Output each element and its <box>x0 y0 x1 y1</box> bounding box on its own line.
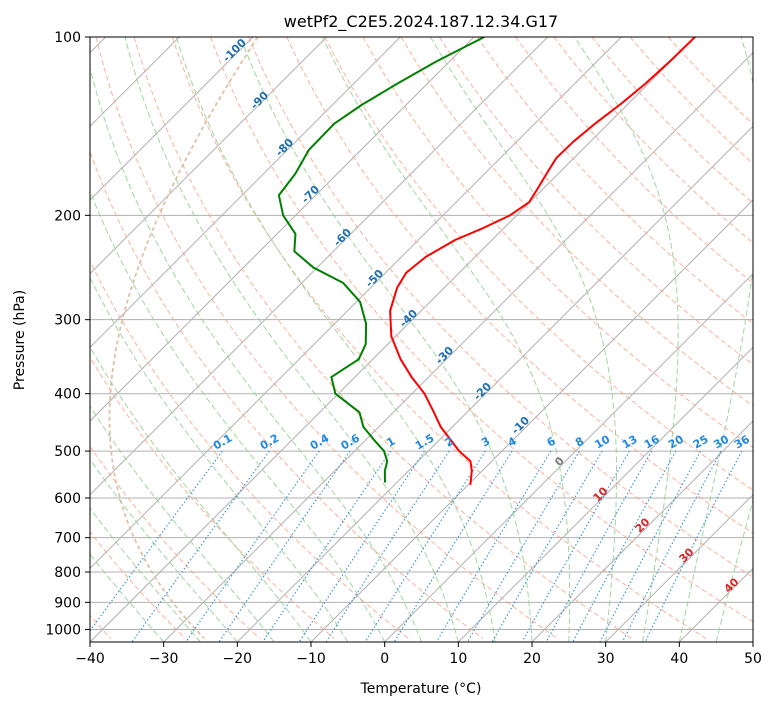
dry-adiabat-line <box>362 37 753 449</box>
isotherm-line <box>90 37 475 422</box>
y-tick-label: 500 <box>54 444 81 460</box>
moist-adiabat-line <box>175 37 496 642</box>
mixing-ratio-line <box>644 450 743 642</box>
x-tick-label: 0 <box>380 651 389 667</box>
plot-background <box>90 37 753 642</box>
dry-adiabat-line <box>95 37 558 639</box>
mixing-ratio-line <box>325 450 450 642</box>
dry-adiabat-line <box>439 37 753 366</box>
dry-adiabat-line <box>210 37 753 623</box>
x-tick-label: −10 <box>296 651 326 667</box>
mixing-ratio-line <box>90 450 223 632</box>
plot-frame <box>89 36 754 643</box>
moist-adiabat-line <box>90 507 201 642</box>
moist-adiabat-line <box>90 553 165 642</box>
moist-adiabat-line <box>124 37 459 642</box>
dry-adiabat-line <box>171 37 707 639</box>
isotherm-line <box>605 493 753 642</box>
y-tick-label: 100 <box>54 30 81 46</box>
isotherm-line <box>90 37 622 570</box>
isotherm-line <box>90 37 549 496</box>
dry-adiabat-line <box>90 445 260 639</box>
mixing-ratio-line <box>218 450 351 642</box>
mixing-ratio-line <box>393 450 513 642</box>
dewpoint-profile-line <box>277 37 485 483</box>
x-tick-label: −40 <box>75 651 105 667</box>
isotherm-line <box>752 641 753 642</box>
dry-adiabat-line <box>90 150 484 639</box>
moist-adiabat-line <box>90 345 312 642</box>
moist-adiabat-line <box>239 37 533 642</box>
moist-adiabat-line <box>90 405 275 642</box>
x-axis-title: Temperature (°C) <box>360 681 482 697</box>
dry-adiabat-line <box>515 37 753 284</box>
dry-adiabat-line <box>400 37 753 407</box>
isotherm-line <box>163 51 753 642</box>
mixing-ratio-line <box>185 450 320 642</box>
y-tick-label: 900 <box>54 595 81 611</box>
dry-adiabat-line <box>90 259 409 639</box>
dry-adiabat-line <box>324 37 753 491</box>
moist-adiabat-line <box>430 37 618 642</box>
x-tick-label: 30 <box>597 651 615 667</box>
mixing-ratio-line <box>262 450 392 642</box>
chart-title: wetPf2_C2E5.2024.187.12.34.G17 <box>284 12 558 32</box>
y-tick-label: 700 <box>54 531 81 547</box>
dry-adiabat-line <box>90 356 335 639</box>
moist-adiabat-line <box>322 37 571 642</box>
isotherm-line <box>90 37 328 275</box>
dry-adiabat-line <box>90 531 186 639</box>
axes: −40 −30 −20 −10 0 10 20 30 40 50 1000 900 800 700 600 5… <box>45 30 762 667</box>
mixing-ratio-line <box>491 450 603 642</box>
x-tick-label: 50 <box>744 651 762 667</box>
y-axis-title: Pressure (hPa) <box>12 290 28 390</box>
isotherm-line <box>531 420 753 642</box>
profile-lines <box>277 37 696 485</box>
isotherm-line <box>90 37 254 201</box>
y-tick-label: 200 <box>54 208 81 224</box>
temperature-profile-line <box>389 37 696 485</box>
y-tick-label: 300 <box>54 313 81 329</box>
y-tick-label: 600 <box>54 491 81 507</box>
x-tick-label: −30 <box>149 651 179 667</box>
mixing-ratio-line <box>364 450 486 642</box>
moist-adiabat-line <box>574 37 679 642</box>
x-tick-label: 10 <box>449 651 467 667</box>
isotherm-line <box>90 37 401 349</box>
y-tick-label: 800 <box>54 565 81 581</box>
x-tick-label: −20 <box>223 651 253 667</box>
moist-adiabat-line <box>90 276 349 642</box>
moist-adiabat-line <box>90 66 422 642</box>
dry-adiabat-line <box>286 37 753 534</box>
dry-adiabat-line <box>553 37 753 244</box>
y-tick-label: 1000 <box>45 622 81 638</box>
background-lines <box>90 37 753 642</box>
isotherm-line <box>384 272 753 642</box>
x-tick-label: 40 <box>670 651 688 667</box>
mixing-ratio-line <box>521 450 630 642</box>
mixing-ratio-line <box>621 450 722 642</box>
mixing-ratio-line <box>599 450 702 642</box>
dry-adiabat-line <box>133 37 632 639</box>
dry-adiabat-line <box>629 37 753 165</box>
mixing-ratio-line <box>298 450 425 642</box>
moist-adiabat-line <box>678 37 753 642</box>
x-tick-label: 20 <box>523 651 541 667</box>
isotherm-line <box>236 125 753 642</box>
mixing-ratio-line <box>572 450 677 642</box>
moist-adiabat-line <box>90 458 238 642</box>
dry-adiabat-line <box>248 37 753 578</box>
isotherm-line <box>457 346 753 642</box>
moist-adiabat-line <box>90 189 386 642</box>
y-tick-label: 400 <box>54 387 81 403</box>
